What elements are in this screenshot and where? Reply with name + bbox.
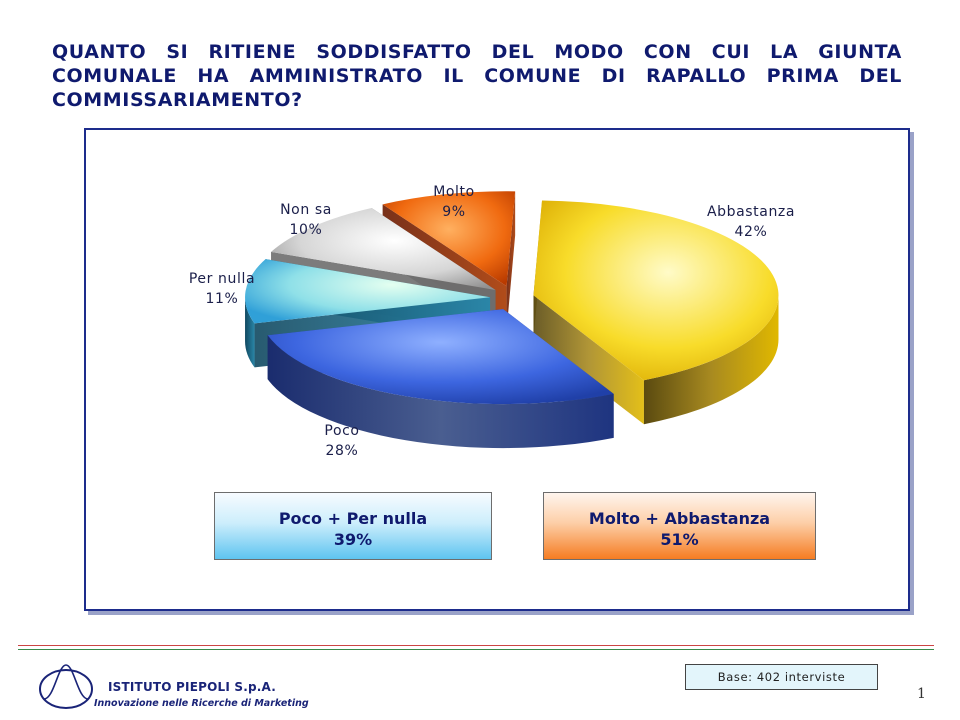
- summary-positive-box: Molto + Abbastanza 51%: [543, 492, 816, 560]
- summary-positive-value: 51%: [660, 530, 699, 549]
- footer-divider-red: [18, 645, 934, 646]
- company-name: ISTITUTO PIEPOLI S.p.A.: [108, 680, 277, 694]
- label-non-sa: Non sa 10%: [266, 200, 346, 240]
- label-poco-name: Poco: [324, 423, 360, 439]
- summary-negative-label: Poco + Per nulla: [278, 509, 428, 528]
- label-abbastanza-name: Abbastanza: [706, 204, 796, 220]
- label-per-nulla: Per nulla 11%: [172, 269, 272, 309]
- label-poco: Poco 28%: [302, 421, 382, 461]
- pie-slice-poco: [267, 309, 614, 449]
- label-per-nulla-value: 11%: [205, 291, 239, 307]
- summary-negative-box: Poco + Per nulla 39%: [214, 492, 492, 560]
- label-non-sa-value: 10%: [289, 222, 323, 238]
- label-non-sa-name: Non sa: [280, 202, 332, 218]
- pie-slice-abbastanza: [533, 200, 779, 425]
- slide-title: QUANTO SI RITIENE SODDISFATTO DEL MODO C…: [52, 41, 902, 111]
- label-molto: Molto 9%: [414, 182, 494, 222]
- label-molto-value: 9%: [442, 204, 466, 220]
- summary-positive-label: Molto + Abbastanza: [588, 509, 771, 528]
- label-poco-value: 28%: [325, 443, 359, 459]
- page-number: 1: [917, 686, 926, 702]
- company-tagline: Innovazione nelle Ricerche di Marketing: [94, 698, 309, 709]
- label-molto-name: Molto: [433, 184, 475, 200]
- label-abbastanza-value: 42%: [734, 224, 768, 240]
- label-abbastanza: Abbastanza 42%: [676, 202, 826, 242]
- chart-frame: Abbastanza 42% Poco 28% Per nulla 11% No…: [84, 128, 910, 611]
- sample-base-note: Base: 402 interviste: [685, 664, 878, 690]
- pie-chart: [245, 191, 779, 449]
- footer-divider-green: [18, 649, 934, 650]
- summary-negative-value: 39%: [333, 530, 373, 549]
- piepoli-logo-icon: [39, 664, 93, 709]
- label-per-nulla-name: Per nulla: [188, 271, 256, 287]
